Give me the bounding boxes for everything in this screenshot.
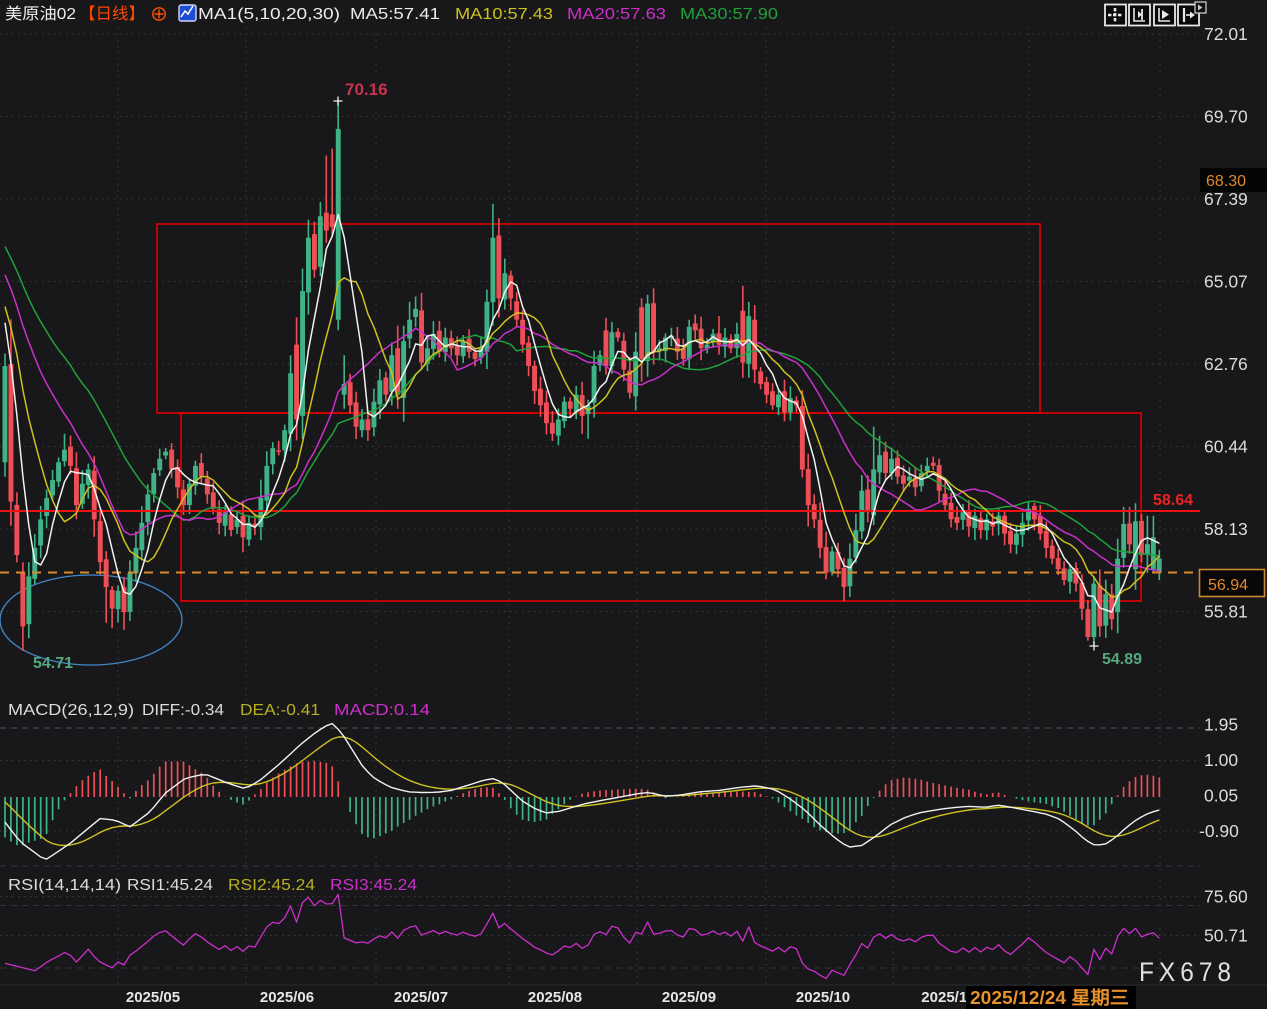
svg-text:2025/06: 2025/06 [260,989,314,1006]
svg-text:68.30: 68.30 [1206,173,1246,190]
svg-text:2025/08: 2025/08 [528,989,582,1006]
svg-text:54.89: 54.89 [1102,651,1142,668]
svg-text:67.39: 67.39 [1204,189,1248,209]
svg-text:DEA:-0.41: DEA:-0.41 [240,702,320,719]
svg-text:RSI1:45.24: RSI1:45.24 [127,877,213,894]
svg-text:2025/11: 2025/11 [921,989,974,1006]
svg-text:55.81: 55.81 [1204,602,1248,622]
svg-text:2025/05: 2025/05 [126,989,180,1006]
svg-text:65.07: 65.07 [1204,272,1248,292]
svg-text:2025/12/24 星期三: 2025/12/24 星期三 [970,988,1129,1008]
svg-text:MA5:57.41: MA5:57.41 [350,6,440,23]
svg-text:56.94: 56.94 [1208,577,1248,594]
svg-text:DIFF:-0.34: DIFF:-0.34 [142,702,224,719]
svg-text:MACD(26,12,9): MACD(26,12,9) [8,702,134,719]
svg-text:MA30:57.90: MA30:57.90 [680,6,778,23]
svg-text:RSI2:45.24: RSI2:45.24 [228,877,315,894]
svg-text:MA10:57.43: MA10:57.43 [455,6,553,23]
svg-text:MACD:0.14: MACD:0.14 [334,702,430,719]
svg-text:MA20:57.63: MA20:57.63 [567,6,666,23]
svg-text:69.70: 69.70 [1204,107,1248,127]
svg-text:58.13: 58.13 [1204,519,1248,539]
svg-text:54.71: 54.71 [33,655,73,672]
svg-text:0.05: 0.05 [1204,785,1238,805]
svg-text:72.01: 72.01 [1204,24,1248,44]
svg-text:2025/07: 2025/07 [394,989,448,1006]
svg-text:2025/09: 2025/09 [662,989,716,1006]
svg-text:RSI(14,14,14): RSI(14,14,14) [8,877,121,894]
svg-text:2025/10: 2025/10 [796,989,850,1006]
svg-text:60.44: 60.44 [1204,437,1248,457]
svg-text:RSI3:45.24: RSI3:45.24 [330,877,417,894]
svg-text:62.76: 62.76 [1204,354,1248,374]
svg-text:MA1(5,10,20,30): MA1(5,10,20,30) [198,6,340,23]
svg-text:58.64: 58.64 [1153,492,1193,509]
svg-text:50.71: 50.71 [1204,926,1248,946]
svg-text:75.60: 75.60 [1204,887,1248,907]
svg-text:【日线】: 【日线】 [79,5,145,23]
svg-text:1.00: 1.00 [1204,750,1238,770]
svg-text:FX678: FX678 [1139,957,1236,987]
svg-text:1.95: 1.95 [1204,715,1238,735]
svg-text:-0.90: -0.90 [1199,821,1239,841]
svg-text:美原油02: 美原油02 [5,5,76,23]
svg-text:70.16: 70.16 [345,80,388,99]
